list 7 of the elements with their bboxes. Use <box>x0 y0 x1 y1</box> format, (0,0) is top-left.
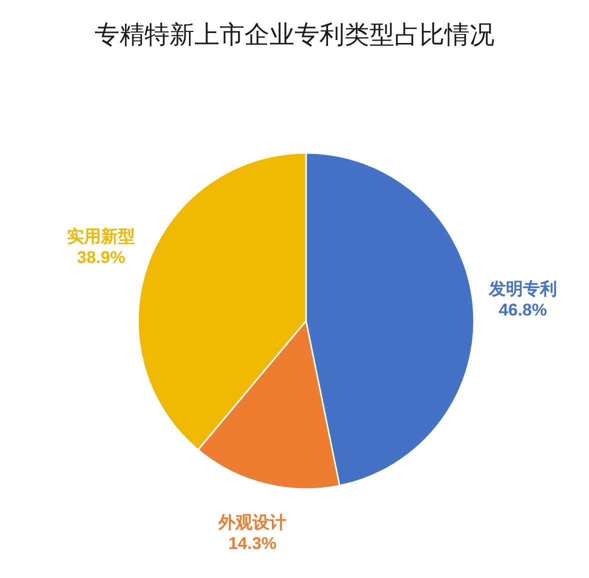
slice-label: 发明专利 <box>488 279 557 298</box>
data-label: 38.9% <box>77 248 126 267</box>
slice-label: 外观设计 <box>217 512 286 532</box>
chart-title: 专精特新上市企业专利类型占比情况 <box>94 20 496 51</box>
slice-label: 实用新型 <box>67 226 136 246</box>
data-label: 14.3% <box>228 533 277 552</box>
data-label: 46.8% <box>498 300 547 320</box>
